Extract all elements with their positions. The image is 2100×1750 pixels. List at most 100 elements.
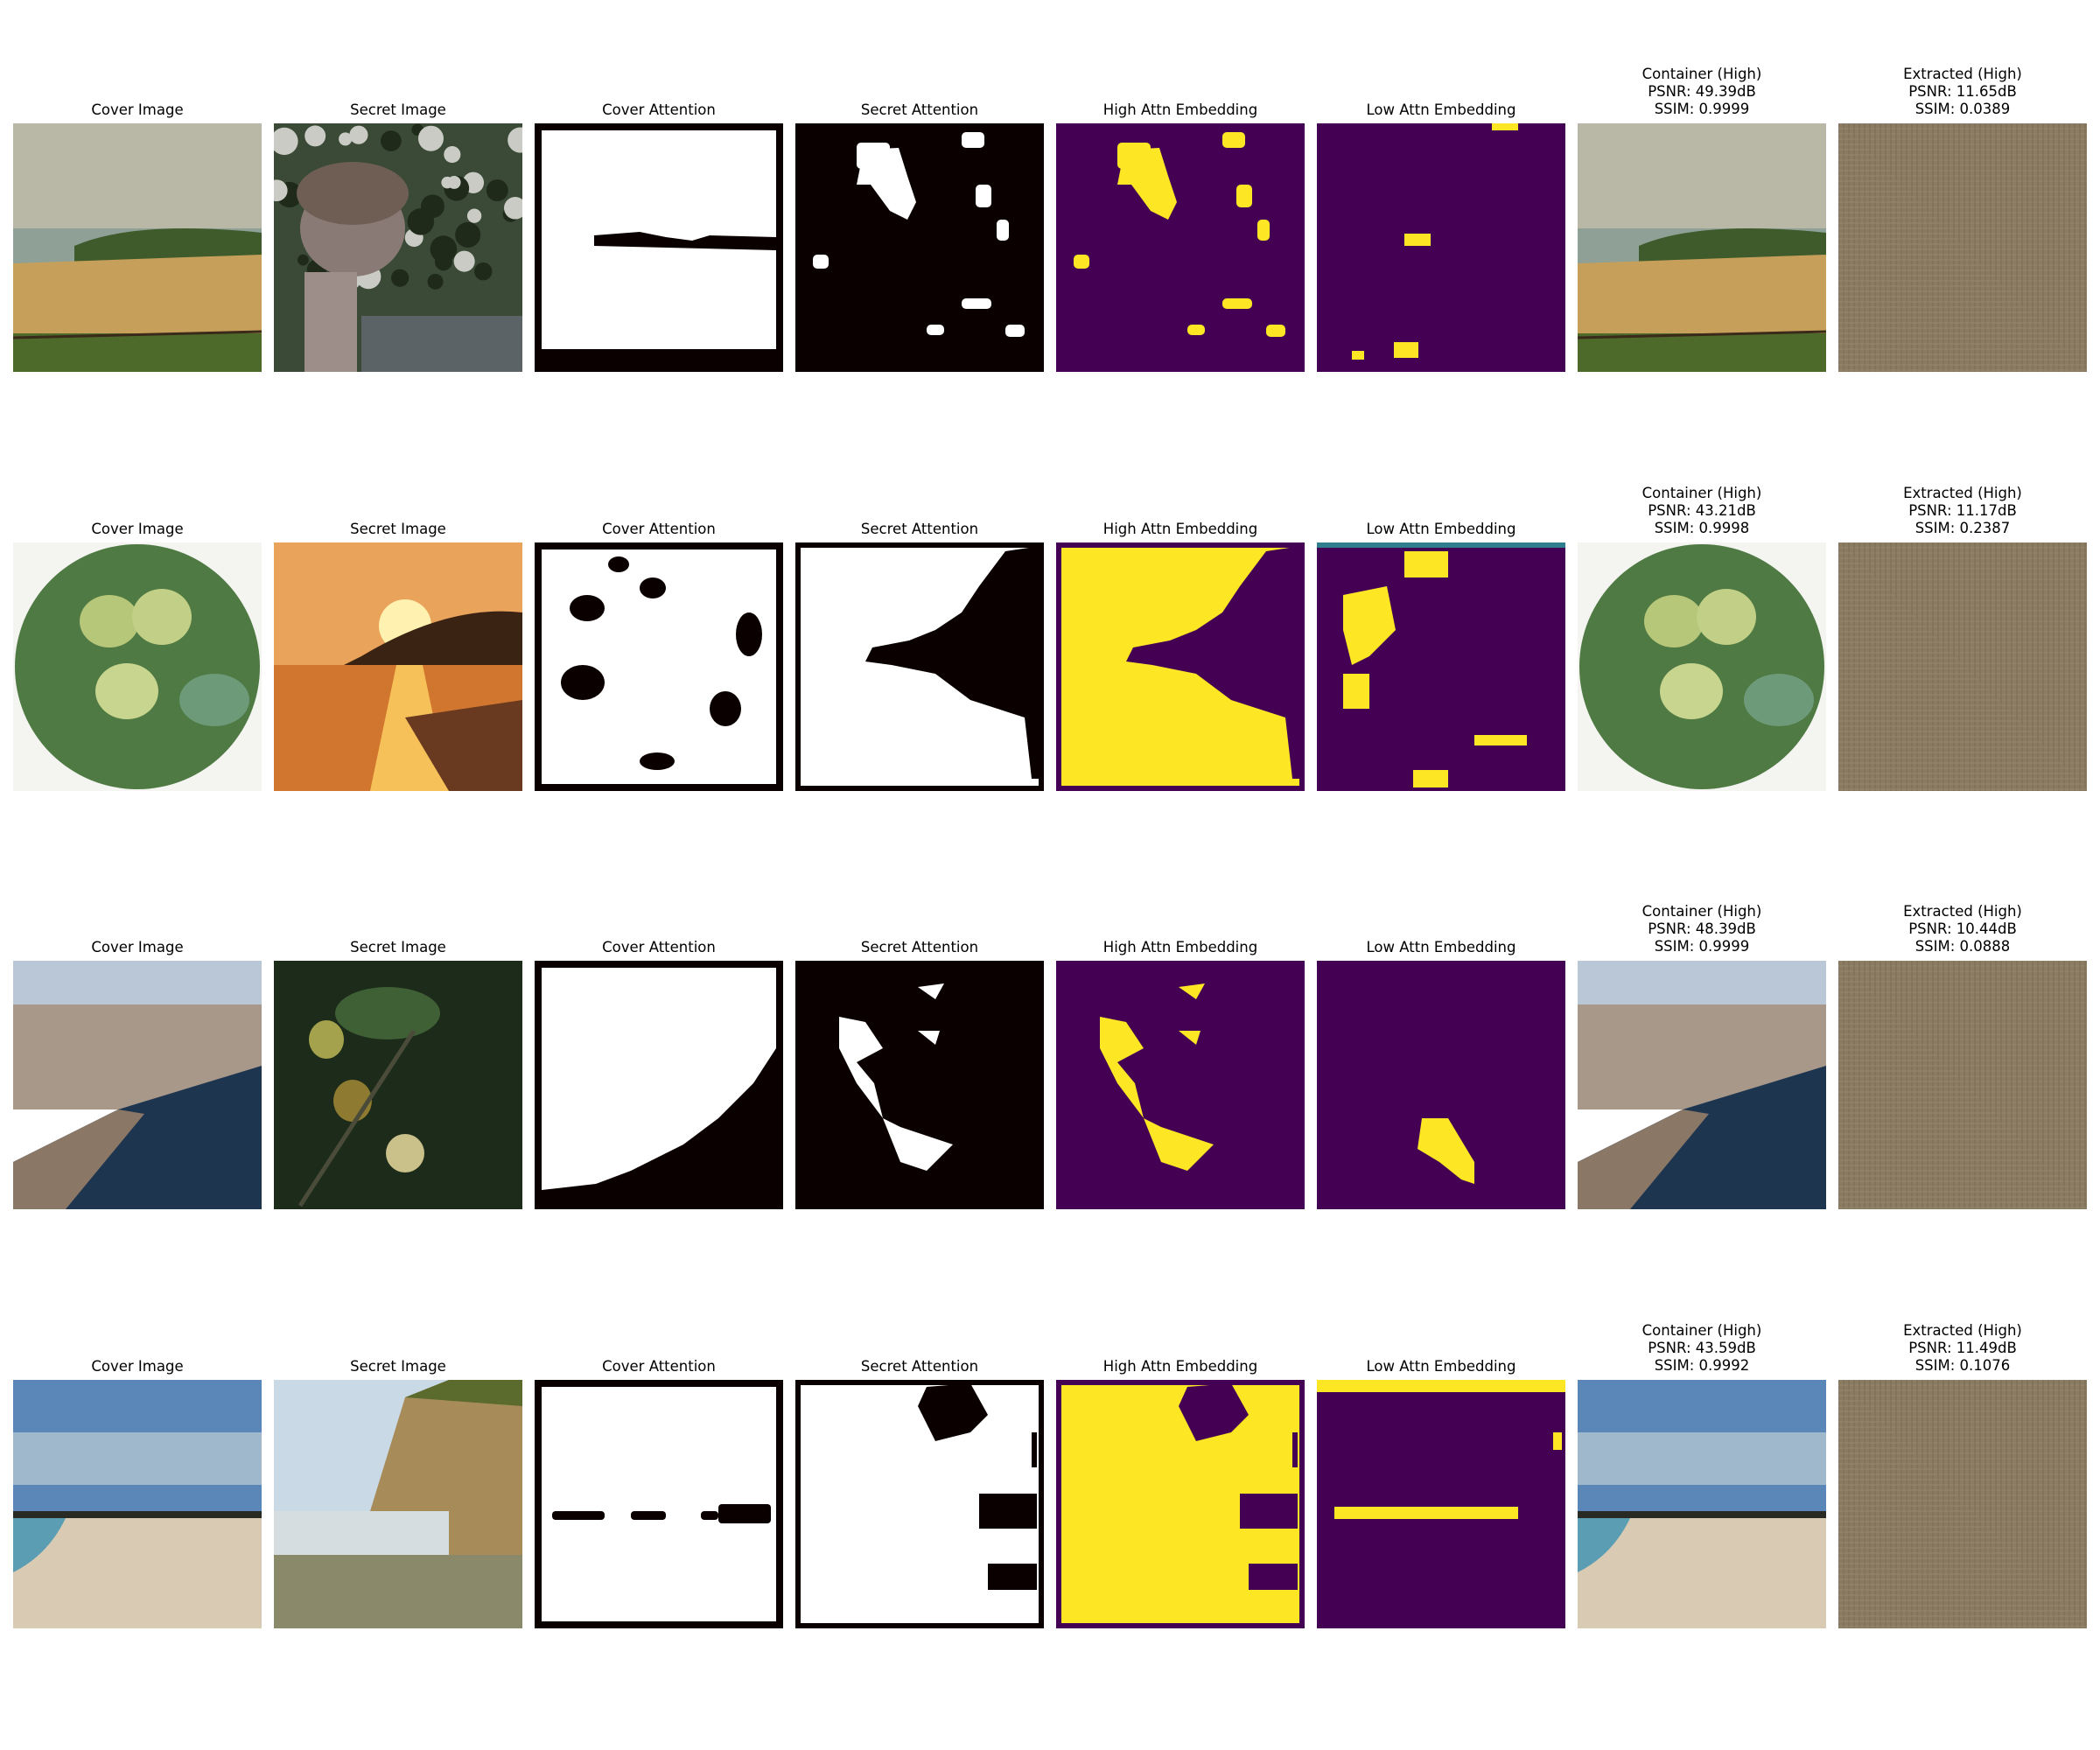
panel-label-text: Container (High) (1642, 903, 1762, 920)
panel-ssim-text: SSIM: 0.9999 (1654, 101, 1750, 117)
secret-image-graphic (274, 961, 522, 1209)
secret-image-title: Secret Image (267, 521, 529, 538)
low-attn-embedding (1317, 123, 1565, 372)
panel-title-text: Cover Attention (602, 939, 716, 956)
cover-attention-graphic (535, 123, 783, 372)
panel-label-text: Container (High) (1642, 1322, 1762, 1339)
panel-title-text: Low Attn Embedding (1366, 102, 1516, 118)
panel-ssim-text: SSIM: 0.1076 (1914, 1357, 2011, 1374)
panel-title-text: Secret Image (350, 1358, 446, 1375)
low-attn-embedding-title: Low Attn Embedding (1310, 939, 1572, 956)
low-attn-embedding-graphic (1317, 961, 1565, 1209)
secret-attention-title: Secret Attention (788, 1358, 1051, 1376)
panel-title-text: Secret Attention (860, 102, 979, 118)
panel-title-text: High Attn Embedding (1102, 521, 1258, 537)
secret-attention (795, 542, 1044, 791)
cover-image-title: Cover Image (6, 1358, 269, 1376)
panel-ssim-text: SSIM: 0.0389 (1914, 101, 2011, 117)
panel-title-text: Cover Image (91, 1358, 184, 1375)
cover-image-graphic (13, 123, 262, 372)
cover-attention-title: Cover Attention (528, 102, 790, 119)
extracted-image-title: Extracted (High) PSNR: 11.49dB SSIM: 0.107… (1831, 1322, 2094, 1375)
cover-image-title: Cover Image (6, 939, 269, 956)
secret-attention-title: Secret Attention (788, 102, 1051, 119)
low-attn-embedding (1317, 1380, 1565, 1628)
cover-attention (535, 542, 783, 791)
secret-image-graphic (274, 123, 522, 372)
high-attn-embedding-title: High Attn Embedding (1049, 939, 1312, 956)
secret-attention (795, 123, 1044, 372)
container-image-graphic (1578, 542, 1826, 791)
panel-psnr-text: PSNR: 11.65dB (1908, 83, 2017, 100)
cover-attention (535, 123, 783, 372)
cover-image-graphic (13, 961, 262, 1209)
cover-image-graphic (13, 1380, 262, 1628)
secret-attention (795, 961, 1044, 1209)
container-image-graphic (1578, 961, 1826, 1209)
extracted-image-title: Extracted (High) PSNR: 11.17dB SSIM: 0.238… (1831, 485, 2094, 537)
high-attn-embedding (1056, 542, 1305, 791)
panel-title-text: Cover Image (91, 521, 184, 537)
panel-title-text: Secret Attention (860, 1358, 979, 1375)
container-image-graphic (1578, 1380, 1826, 1628)
high-attn-embedding (1056, 123, 1305, 372)
panel-psnr-text: PSNR: 10.44dB (1908, 920, 2017, 937)
panel-label-text: Container (High) (1642, 485, 1762, 501)
panel-label-text: Container (High) (1642, 66, 1762, 82)
low-attn-embedding (1317, 542, 1565, 791)
panel-ssim-text: SSIM: 0.9992 (1654, 1357, 1750, 1374)
secret-image (274, 961, 522, 1209)
panel-title-text: High Attn Embedding (1102, 1358, 1258, 1375)
cover-image-title: Cover Image (6, 102, 269, 119)
secret-attention-title: Secret Attention (788, 939, 1051, 956)
secret-image-title: Secret Image (267, 939, 529, 956)
extracted-image (1838, 961, 2087, 1209)
extracted-image (1838, 542, 2087, 791)
cover-attention-title: Cover Attention (528, 1358, 790, 1376)
panel-label-text: Extracted (High) (1903, 66, 2022, 82)
extracted-image-graphic (1838, 961, 2087, 1209)
cover-image-graphic (13, 542, 262, 791)
secret-image (274, 1380, 522, 1628)
container-image-title: Container (High) PSNR: 43.21dB SSIM: 0.999… (1571, 485, 1833, 537)
cover-image (13, 123, 262, 372)
high-attn-embedding-graphic (1056, 542, 1305, 791)
panel-title-text: Low Attn Embedding (1366, 939, 1516, 956)
panel-label-text: Extracted (High) (1903, 1322, 2022, 1339)
extracted-image-title: Extracted (High) PSNR: 10.44dB SSIM: 0.088… (1831, 903, 2094, 956)
container-image-title: Container (High) PSNR: 48.39dB SSIM: 0.999… (1571, 903, 1833, 956)
low-attn-embedding (1317, 961, 1565, 1209)
secret-image (274, 542, 522, 791)
container-image (1578, 1380, 1826, 1628)
panel-title-text: Secret Attention (860, 521, 979, 537)
secret-image-graphic (274, 542, 522, 791)
high-attn-embedding (1056, 1380, 1305, 1628)
panel-title-text: Low Attn Embedding (1366, 1358, 1516, 1375)
extracted-image-title: Extracted (High) PSNR: 11.65dB SSIM: 0.038… (1831, 66, 2094, 118)
cover-image-title: Cover Image (6, 521, 269, 538)
cover-image (13, 542, 262, 791)
panel-title-text: Cover Image (91, 102, 184, 118)
container-image-title: Container (High) PSNR: 43.59dB SSIM: 0.999… (1571, 1322, 1833, 1375)
secret-image-title: Secret Image (267, 1358, 529, 1376)
container-image (1578, 542, 1826, 791)
panel-title-text: Secret Image (350, 521, 446, 537)
secret-image-title: Secret Image (267, 102, 529, 119)
extracted-image-graphic (1838, 542, 2087, 791)
cover-attention (535, 961, 783, 1209)
panel-title-text: Low Attn Embedding (1366, 521, 1516, 537)
container-image (1578, 123, 1826, 372)
panel-psnr-text: PSNR: 49.39dB (1648, 83, 1756, 100)
panel-ssim-text: SSIM: 0.0888 (1914, 938, 2011, 955)
panel-title-text: Secret Image (350, 939, 446, 956)
extracted-image (1838, 1380, 2087, 1628)
high-attn-embedding (1056, 961, 1305, 1209)
secret-attention-graphic (795, 961, 1044, 1209)
low-attn-embedding-graphic (1317, 123, 1565, 372)
secret-image (274, 123, 522, 372)
high-attn-embedding-title: High Attn Embedding (1049, 1358, 1312, 1376)
secret-attention-graphic (795, 1380, 1044, 1628)
cover-attention-graphic (535, 961, 783, 1209)
panel-title-text: Secret Image (350, 102, 446, 118)
container-image-title: Container (High) PSNR: 49.39dB SSIM: 0.999… (1571, 66, 1833, 118)
